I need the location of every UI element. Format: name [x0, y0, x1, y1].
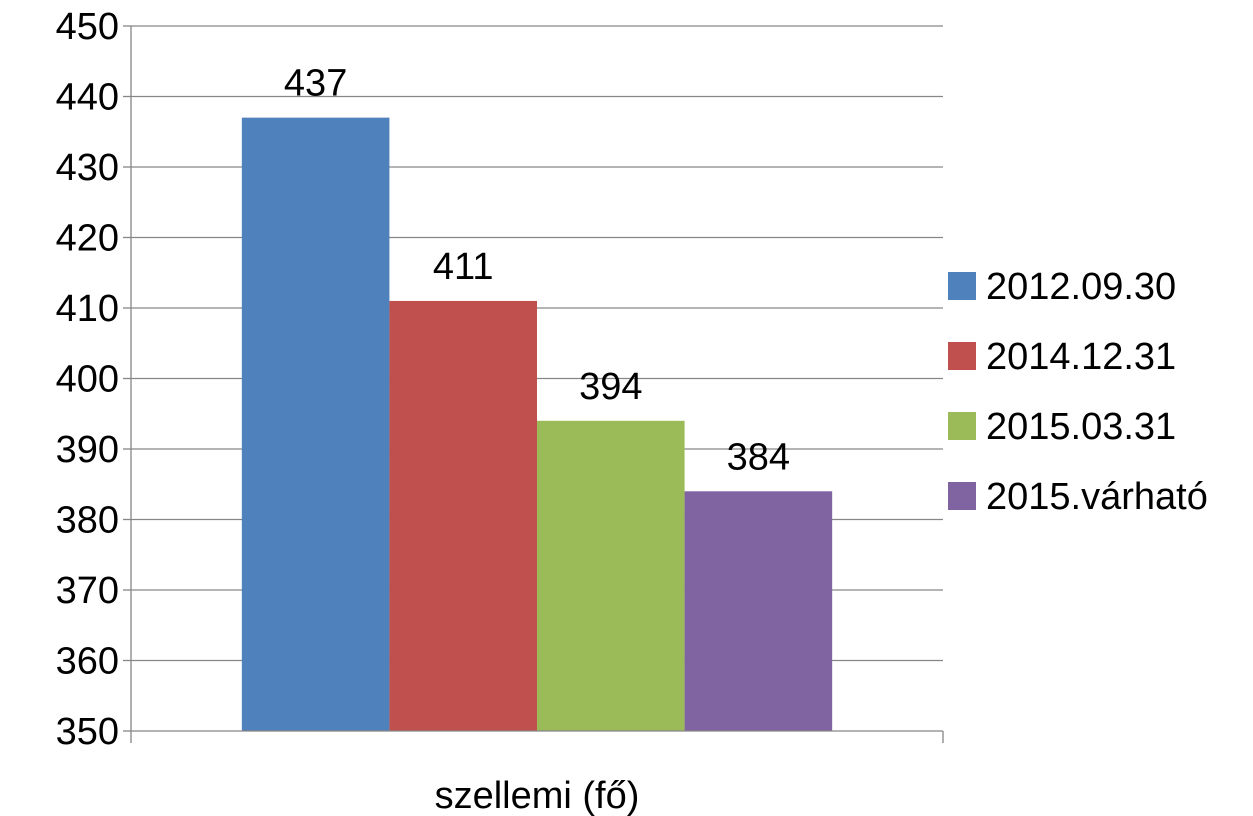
data-label: 394: [579, 366, 642, 408]
data-label: 384: [727, 436, 790, 478]
category-label: szellemi (fő): [435, 775, 640, 816]
x-axis: szellemi (fő): [130, 730, 944, 816]
legend-label: 2014.12.31: [986, 336, 1176, 378]
data-label: 437: [284, 63, 347, 105]
bar: [389, 300, 537, 731]
legend: 2012.09.30 2014.12.31 2015.03.31 2015.várha…: [948, 266, 1208, 518]
legend-swatch: [948, 342, 976, 370]
y-tick-label: 380: [56, 500, 119, 542]
bar: [684, 491, 833, 731]
legend-swatch: [948, 272, 976, 300]
data-label: 411: [433, 246, 494, 288]
y-tick-label: 440: [56, 77, 119, 119]
y-tick-label: 430: [56, 147, 119, 189]
legend-label: 2015.03.31: [986, 406, 1176, 448]
y-tick-label: 390: [56, 429, 119, 471]
legend-label: 2012.09.30: [986, 266, 1176, 308]
y-tick-label: 360: [56, 641, 119, 683]
legend-label: 2015.várható: [986, 476, 1208, 518]
bar: [241, 117, 390, 731]
y-tick-label: 350: [56, 711, 119, 753]
legend-swatch: [948, 482, 976, 510]
legend-swatch: [948, 412, 976, 440]
y-tick-label: 420: [56, 218, 119, 260]
y-tick-label: 400: [56, 359, 119, 401]
bars: 437 411 394 384: [241, 63, 833, 731]
y-tick-label: 410: [56, 288, 119, 330]
y-tick-label: 370: [56, 570, 119, 612]
bar: [537, 420, 685, 731]
y-axis: 350 360 370 380 390 400 410 420 430 440 450: [56, 6, 132, 753]
y-tick-label: 450: [56, 6, 119, 48]
